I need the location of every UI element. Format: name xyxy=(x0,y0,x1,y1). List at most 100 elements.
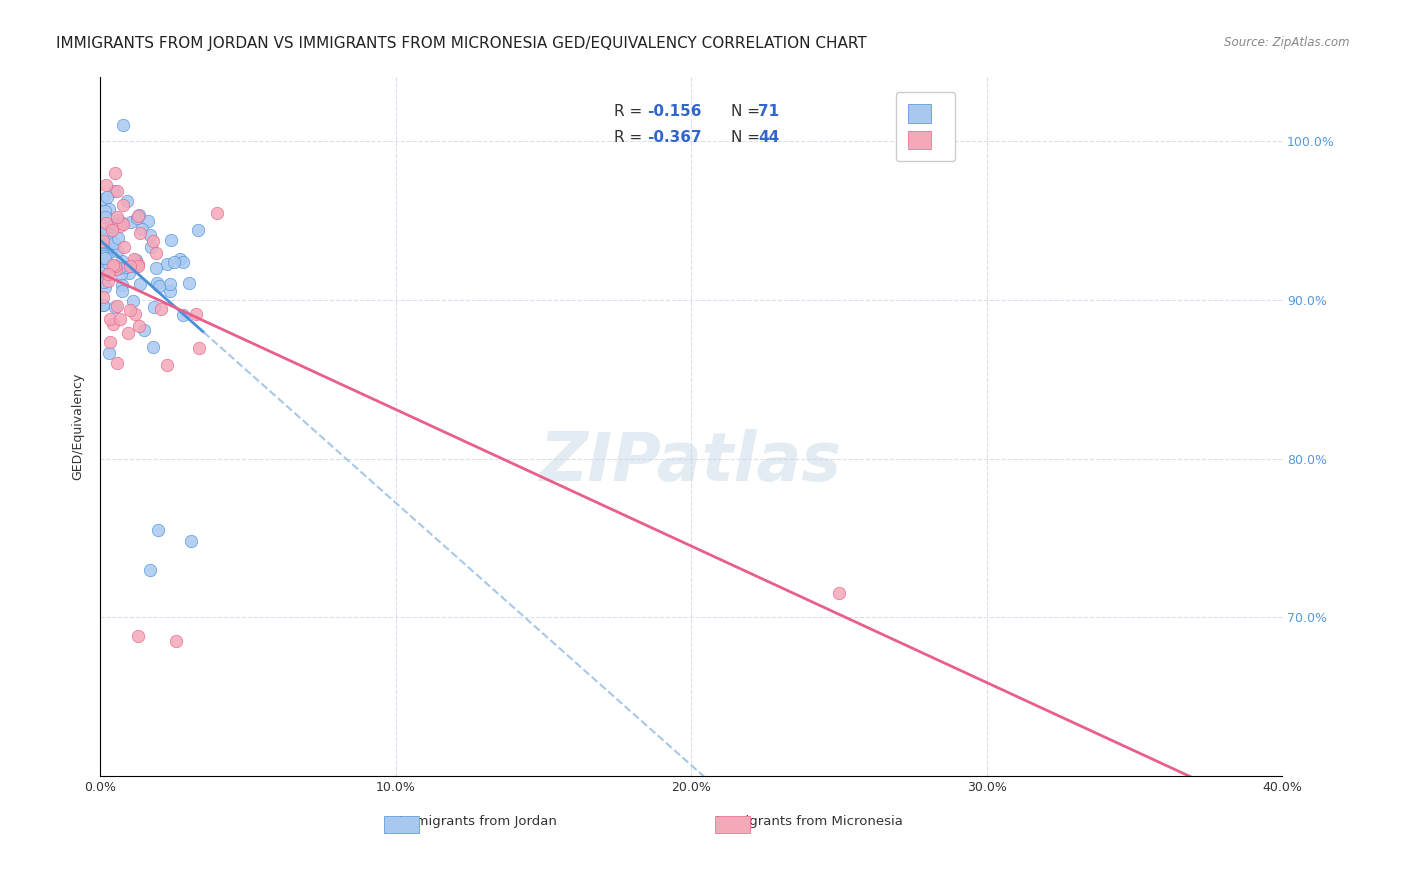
Point xyxy=(180,534,202,549)
Point xyxy=(101,317,124,331)
Point xyxy=(111,217,134,231)
Point xyxy=(100,219,122,233)
Point xyxy=(100,311,122,326)
Point xyxy=(165,634,187,648)
Point xyxy=(94,280,117,294)
Point xyxy=(139,563,162,577)
Point xyxy=(127,629,149,643)
Text: IMMIGRANTS FROM JORDAN VS IMMIGRANTS FROM MICRONESIA GED/EQUIVALENCY CORRELATION: IMMIGRANTS FROM JORDAN VS IMMIGRANTS FRO… xyxy=(56,36,868,51)
Point xyxy=(118,302,141,317)
Point xyxy=(134,322,156,336)
Y-axis label: GED/Equivalency: GED/Equivalency xyxy=(72,373,84,481)
Point xyxy=(100,244,122,259)
Text: -0.367: -0.367 xyxy=(647,129,702,145)
Point xyxy=(111,253,134,268)
Point xyxy=(142,234,165,248)
Point xyxy=(128,318,150,333)
Point xyxy=(91,192,114,206)
Point xyxy=(105,299,128,313)
Point xyxy=(146,276,169,290)
Text: ZIPatlas: ZIPatlas xyxy=(540,429,842,495)
Point xyxy=(105,210,128,224)
Point xyxy=(117,194,139,209)
Point xyxy=(105,184,128,198)
Point xyxy=(108,260,131,275)
FancyBboxPatch shape xyxy=(714,816,751,833)
Point xyxy=(97,202,120,217)
Point xyxy=(111,118,134,132)
Point xyxy=(150,302,173,317)
Point xyxy=(93,275,115,289)
Point xyxy=(125,253,148,268)
Point xyxy=(184,307,207,321)
Point xyxy=(97,256,120,270)
Point xyxy=(94,178,117,192)
Point xyxy=(127,257,149,271)
Point xyxy=(163,255,186,269)
Point xyxy=(96,217,118,231)
Point xyxy=(145,260,167,275)
Point xyxy=(136,214,159,228)
Point xyxy=(120,215,142,229)
Text: 71: 71 xyxy=(758,103,779,119)
Text: N =: N = xyxy=(731,103,765,119)
Point xyxy=(111,217,134,231)
Point xyxy=(205,206,228,220)
Legend: , : , xyxy=(896,92,955,161)
Point xyxy=(94,251,117,265)
Point xyxy=(91,298,114,312)
Point xyxy=(148,523,170,537)
Point xyxy=(177,276,200,290)
Point xyxy=(94,203,117,218)
Point xyxy=(111,284,134,298)
Point xyxy=(97,274,120,288)
Point xyxy=(127,259,149,273)
Point xyxy=(93,210,115,224)
Point xyxy=(125,211,148,226)
Text: Immigrants from Jordan: Immigrants from Jordan xyxy=(399,815,557,828)
Text: N =: N = xyxy=(731,129,765,145)
Point xyxy=(124,307,146,321)
Point xyxy=(142,300,165,314)
Point xyxy=(145,246,167,260)
Text: -0.156: -0.156 xyxy=(647,103,702,119)
Point xyxy=(110,268,132,282)
Point xyxy=(100,223,122,237)
Point xyxy=(107,213,129,227)
Point xyxy=(112,239,135,253)
Point xyxy=(156,359,179,373)
Point xyxy=(115,260,138,274)
Point xyxy=(118,259,141,273)
Point xyxy=(188,341,211,355)
Point xyxy=(94,227,117,242)
Point xyxy=(124,252,146,266)
Point xyxy=(91,251,114,265)
Point xyxy=(91,298,114,312)
Point xyxy=(93,247,115,261)
Point xyxy=(107,231,129,245)
Point xyxy=(110,312,132,326)
Point xyxy=(98,346,121,360)
Point xyxy=(91,226,114,240)
Point xyxy=(105,218,128,232)
Point xyxy=(105,261,128,276)
Point xyxy=(828,586,851,600)
Point xyxy=(91,249,114,263)
Point xyxy=(103,236,125,251)
Point xyxy=(128,226,150,240)
Point xyxy=(142,340,165,354)
Point xyxy=(111,198,134,212)
Point xyxy=(104,300,127,314)
Point xyxy=(91,234,114,248)
Point xyxy=(108,219,131,234)
Point xyxy=(122,293,145,308)
Point xyxy=(172,309,194,323)
Point xyxy=(104,260,127,274)
Point xyxy=(105,356,128,370)
Point xyxy=(159,285,181,299)
Text: 44: 44 xyxy=(758,129,780,145)
Point xyxy=(111,278,134,293)
Point xyxy=(97,230,120,244)
Point xyxy=(105,244,128,258)
Point xyxy=(91,290,114,304)
